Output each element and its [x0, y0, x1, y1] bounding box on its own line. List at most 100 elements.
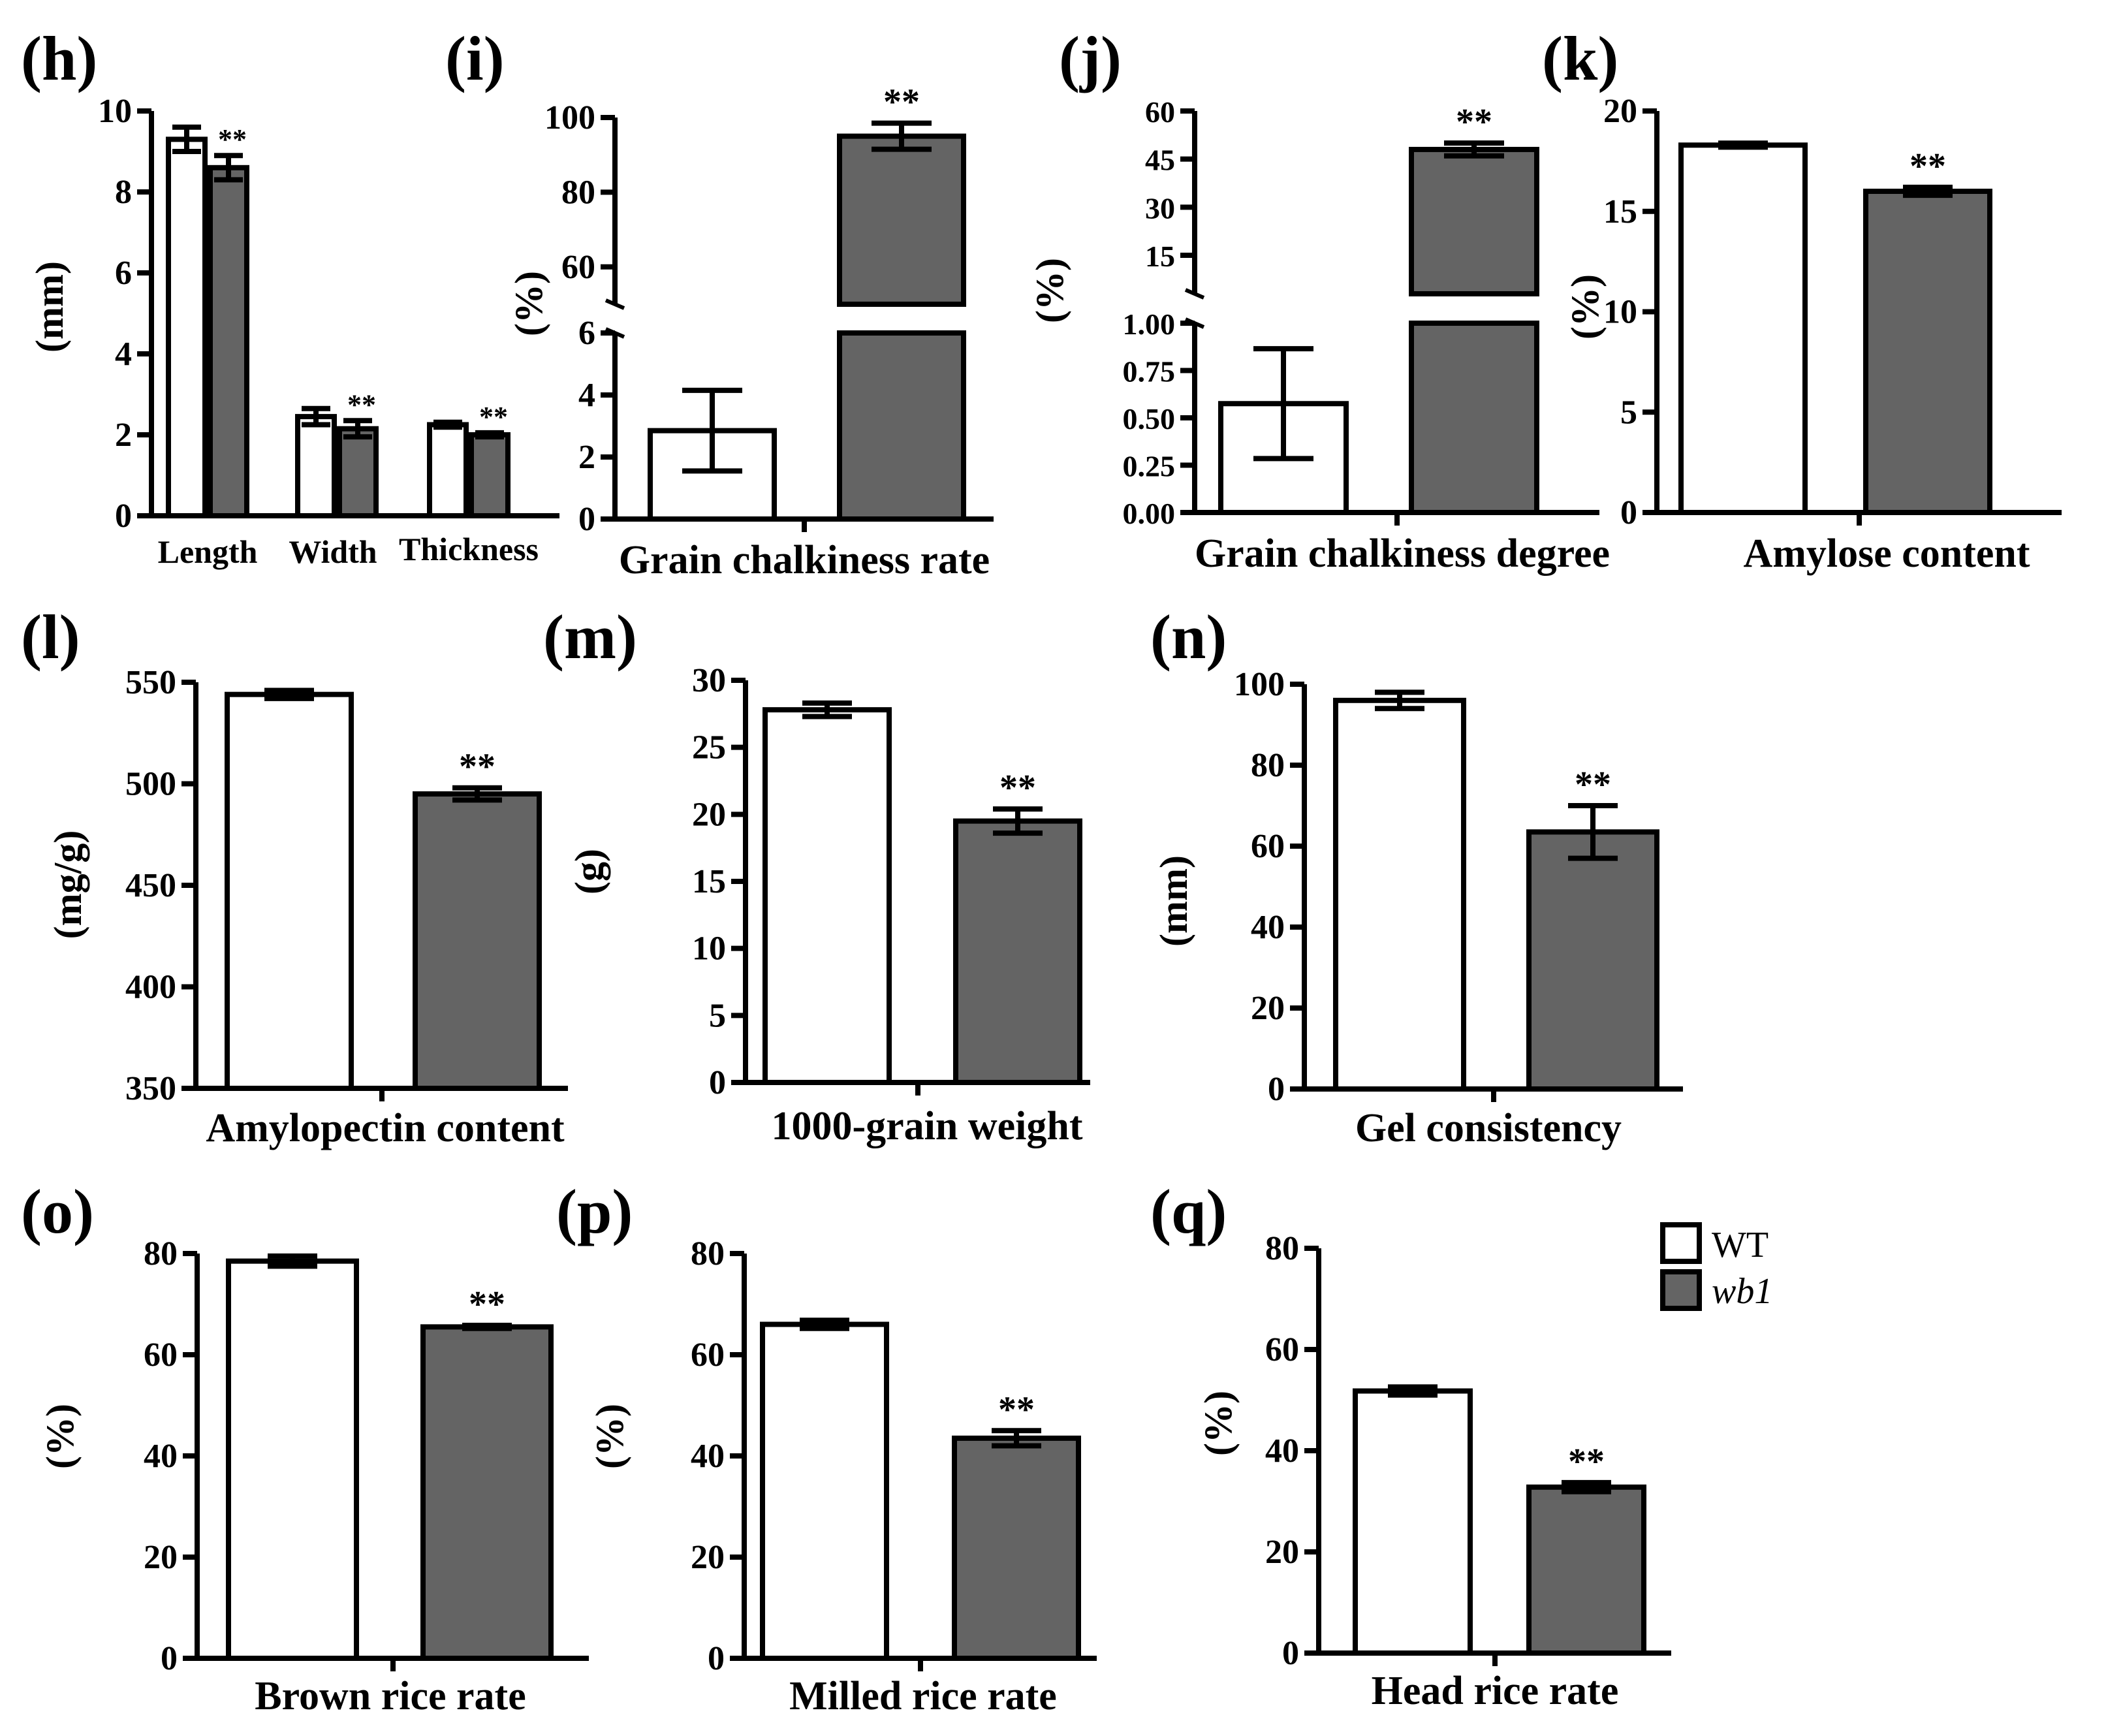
y-tick-label-p: 40: [691, 1438, 725, 1475]
legend-swatch-wb1: [1660, 1269, 1702, 1311]
y-tick-label-i-upper: 100: [544, 99, 595, 136]
y-tick-label-k: 20: [1603, 93, 1637, 130]
y-tick-label-j-lower: 0.00: [1123, 497, 1176, 530]
y-axis-title-h: (mm): [28, 261, 71, 353]
bar-h-Width-wb1: [337, 426, 379, 519]
chart-panel-j: 0.00 0.25 0.50 0.75 1.00 15 30 45 60 **: [1123, 95, 1599, 530]
axis-break-mark-j: [1184, 288, 1205, 300]
y-tick-label-o: 40: [144, 1438, 178, 1475]
y-tick-label-q: 60: [1265, 1331, 1299, 1368]
bar-p-wb1: [952, 1435, 1081, 1661]
y-tick-label-j-lower: 0.50: [1123, 402, 1176, 435]
y-tick-label-k: 0: [1620, 494, 1637, 531]
y-tick-label-m: 5: [709, 997, 726, 1034]
bar-n-wb1: [1526, 829, 1659, 1092]
significance-mark-l: **: [459, 747, 495, 787]
x-axis-title-l: Amylopectin content: [206, 1106, 565, 1150]
y-tick-label-l: 550: [125, 664, 176, 701]
y-tick-label-j-upper: 30: [1145, 191, 1175, 225]
x-axis-title-k: Amylose content: [1743, 531, 2030, 576]
chart-panel-m: 0 5 10 15 20 25 30 **: [692, 662, 1090, 1101]
y-tick-label-j-upper: 60: [1145, 95, 1175, 129]
legend-swatch-wt: [1660, 1222, 1702, 1264]
significance-mark-p: **: [998, 1389, 1035, 1430]
y-tick-label-k: 15: [1603, 193, 1637, 230]
y-tick-label-n: 60: [1251, 828, 1285, 865]
category-label-h-length: Length: [158, 533, 258, 570]
y-tick-label-p: 20: [691, 1539, 725, 1576]
y-tick-label-o: 80: [144, 1235, 178, 1272]
y-tick-label-k: 5: [1620, 394, 1637, 431]
y-tick-label-h: 2: [115, 417, 132, 454]
bar-h-Thickness-WT: [427, 422, 469, 518]
y-tick-label-i-lower: 2: [578, 439, 595, 476]
y-tick-label-n: 100: [1234, 666, 1285, 703]
significance-mark-n: **: [1575, 765, 1611, 805]
y-tick-label-h: 0: [115, 497, 132, 535]
panel-label-p: (p): [556, 1176, 633, 1246]
bar-q-wb1: [1526, 1484, 1646, 1656]
bar-o-WT: [226, 1258, 359, 1661]
x-axis-title-m: 1000-grain weight: [771, 1104, 1082, 1148]
y-tick-label-n: 80: [1251, 747, 1285, 784]
y-axis-title-n: (mm): [1152, 855, 1195, 947]
panel-label-h: (h): [21, 24, 97, 93]
bar-k-WT: [1678, 142, 1808, 515]
y-axis-title-q: (%): [1197, 1391, 1240, 1456]
bar-o-wb1: [420, 1324, 554, 1661]
panel-label-l: (l): [21, 602, 80, 672]
y-tick-label-l: 350: [125, 1070, 176, 1107]
chart-panel-n: 0 20 40 60 80 100 **: [1234, 666, 1683, 1108]
y-tick-label-j-upper: 45: [1145, 144, 1175, 177]
category-label-h-width: Width: [289, 533, 377, 570]
panel-label-k: (k): [1542, 24, 1618, 93]
bar-h-Thickness-wb1: [469, 432, 511, 518]
y-tick-label-m: 10: [692, 930, 726, 968]
panel-label-q: (q): [1150, 1176, 1227, 1246]
bar-k-wb1: [1863, 189, 1992, 515]
y-axis-title-p: (%): [588, 1404, 631, 1469]
bar-q-WT: [1353, 1388, 1473, 1656]
y-axis-title-k: (%): [1564, 274, 1607, 339]
y-tick-label-p: 80: [691, 1235, 725, 1272]
x-axis-title-j: Grain chalkiness degree: [1195, 531, 1610, 576]
panel-label-o: (o): [21, 1176, 94, 1246]
y-tick-label-p: 0: [708, 1640, 725, 1677]
y-tick-label-j-lower: 0.75: [1123, 355, 1176, 388]
chart-panel-p: 0 20 40 60 80 **: [691, 1235, 1097, 1677]
panel-label-n: (n): [1150, 602, 1227, 672]
y-axis-title-m: (g): [567, 849, 610, 894]
panel-label-m: (m): [543, 602, 637, 672]
y-axis-title-o: (%): [39, 1404, 82, 1469]
x-axis-title-q: Head rice rate: [1372, 1669, 1619, 1713]
significance-mark-i: **: [883, 82, 920, 123]
y-tick-label-i-upper: 60: [561, 249, 595, 286]
y-tick-label-n: 40: [1251, 909, 1285, 946]
panel-label-i: (i): [445, 24, 505, 93]
y-tick-label-q: 20: [1265, 1534, 1299, 1571]
bar-l-wb1: [413, 791, 542, 1092]
y-tick-label-p: 60: [691, 1336, 725, 1374]
bar-m-wb1: [953, 818, 1082, 1085]
y-tick-label-h: 8: [115, 174, 132, 211]
y-tick-label-j-upper: 15: [1145, 240, 1175, 273]
y-tick-label-m: 0: [709, 1064, 726, 1101]
y-tick-label-i-lower: 6: [578, 315, 595, 352]
significance-mark-h: **: [479, 401, 508, 433]
category-label-h-thickness: Thickness: [399, 531, 539, 567]
y-tick-label-l: 400: [125, 969, 176, 1006]
significance-mark-m: **: [999, 768, 1036, 808]
chart-panel-i: 0 2 4 6 60 80 100 **: [544, 82, 994, 538]
y-tick-label-o: 60: [144, 1336, 178, 1374]
bar-h-Width-WT: [295, 414, 337, 518]
significance-mark-o: **: [469, 1284, 505, 1325]
bar-h-Length-wb1: [208, 165, 249, 518]
y-tick-label-l: 500: [125, 766, 176, 803]
y-tick-label-m: 15: [692, 863, 726, 900]
y-tick-label-q: 40: [1265, 1432, 1299, 1470]
bar-l-WT: [225, 691, 354, 1092]
significance-mark-h: **: [347, 388, 376, 420]
chart-panel-o: 0 20 40 60 80 **: [144, 1235, 589, 1677]
significance-mark-h: **: [218, 123, 247, 155]
